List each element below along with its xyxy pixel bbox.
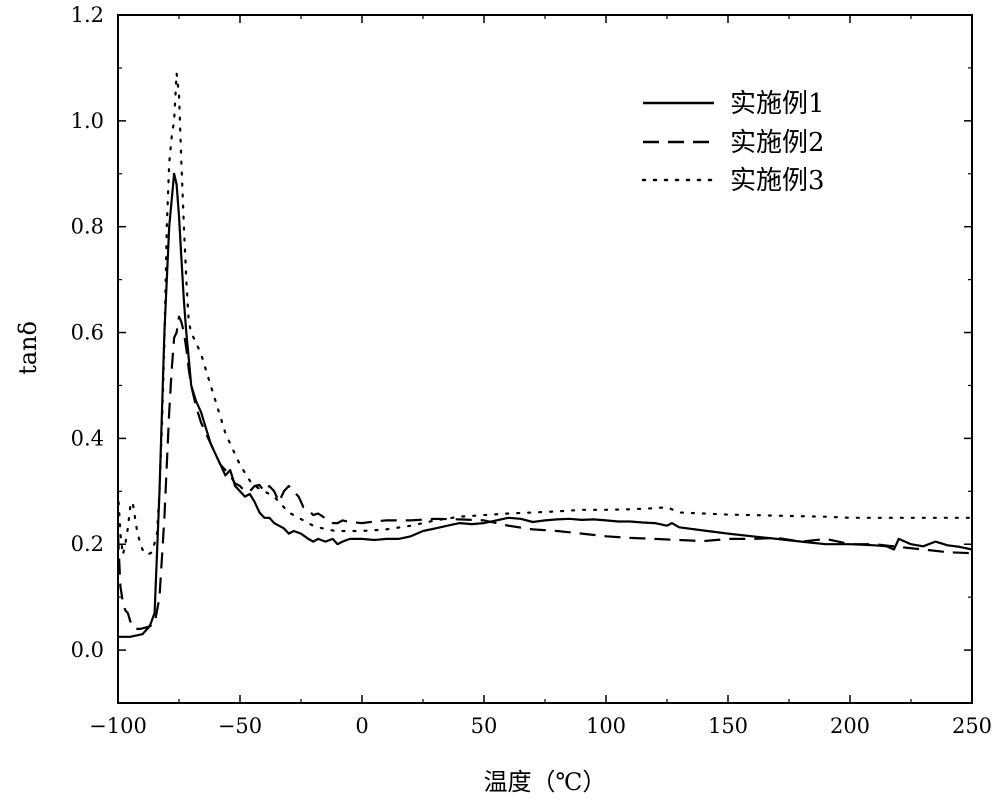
series-line-2 (118, 317, 972, 629)
x-tick-label: 50 (471, 714, 498, 738)
plot-area (118, 15, 972, 703)
x-tick-label: 0 (355, 714, 368, 738)
y-tick-label: 0.0 (71, 638, 104, 662)
y-tick-label: 1.0 (71, 109, 104, 133)
legend-item-3: 实施例3 (643, 166, 825, 196)
x-tick-label: −50 (218, 714, 262, 738)
y-tick-label: 1.2 (71, 3, 104, 27)
y-tick-label: 0.2 (71, 532, 104, 556)
x-tick-label: 150 (708, 714, 748, 738)
series-line-1 (118, 174, 972, 637)
x-tick-label: 100 (586, 714, 626, 738)
x-axis-ticks: −100 −50 0 50 100 150 200 250 (89, 15, 992, 738)
x-tick-label: −100 (89, 714, 147, 738)
y-tick-label: 0.4 (71, 426, 104, 450)
legend-label-3: 实施例3 (730, 166, 825, 196)
series-layer (118, 73, 972, 637)
plot-frame (118, 15, 972, 703)
legend-item-1: 实施例1 (643, 89, 825, 119)
legend-label-2: 实施例2 (730, 128, 825, 158)
legend: 实施例1 实施例2 实施例3 (643, 89, 825, 196)
y-axis-ticks: 0.0 0.2 0.4 0.6 0.8 1.0 1.2 (71, 3, 972, 703)
y-tick-label: 0.6 (71, 321, 104, 345)
x-tick-label: 250 (952, 714, 992, 738)
x-axis-title: 温度（℃） (484, 768, 607, 796)
y-tick-label: 0.8 (71, 215, 104, 239)
tan-delta-chart: −100 −50 0 50 100 150 200 250 0.0 0.2 0.4 0.6 0.8 1.… (0, 0, 1000, 802)
legend-label-1: 实施例1 (730, 89, 825, 119)
legend-item-2: 实施例2 (643, 128, 825, 158)
series-line-3 (118, 73, 972, 555)
y-axis-title: tanδ (14, 321, 42, 375)
x-tick-label: 200 (830, 714, 870, 738)
